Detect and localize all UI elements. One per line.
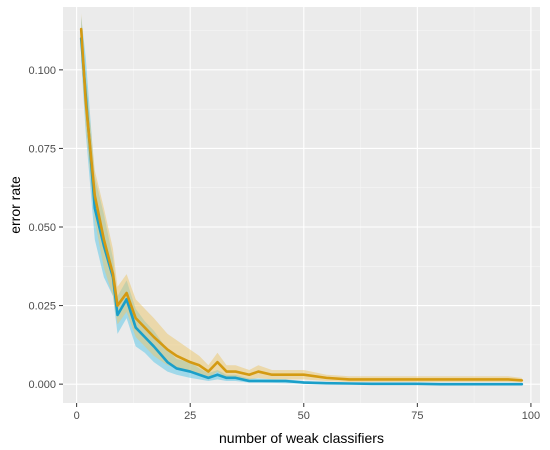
major-gridlines bbox=[63, 7, 540, 403]
y-tick-label: 0.050 bbox=[28, 222, 56, 234]
x-axis-title: number of weak classifiers bbox=[219, 430, 384, 446]
x-tick-label: 100 bbox=[522, 410, 540, 422]
plot-panel bbox=[63, 7, 540, 403]
y-tick-label: 0.075 bbox=[28, 143, 56, 155]
y-tick-label: 0.100 bbox=[28, 65, 56, 77]
series-lines bbox=[79, 27, 524, 386]
series-1-line bbox=[79, 37, 524, 386]
x-tick-label: 25 bbox=[184, 410, 196, 422]
y-tick-label: 0.025 bbox=[28, 301, 56, 313]
y-axis-ticks: 0.000 0.025 0.050 0.075 0.100 bbox=[28, 65, 63, 391]
x-tick-label: 50 bbox=[298, 410, 310, 422]
x-tick-label: 0 bbox=[74, 410, 80, 422]
x-tick-label: 75 bbox=[411, 410, 423, 422]
y-tick-label: 0.000 bbox=[28, 379, 56, 391]
minor-gridlines bbox=[63, 7, 540, 403]
y-axis-title: error rate bbox=[7, 176, 23, 234]
x-axis-ticks: 0 25 50 75 100 bbox=[74, 403, 540, 422]
series-2-line bbox=[79, 27, 524, 382]
